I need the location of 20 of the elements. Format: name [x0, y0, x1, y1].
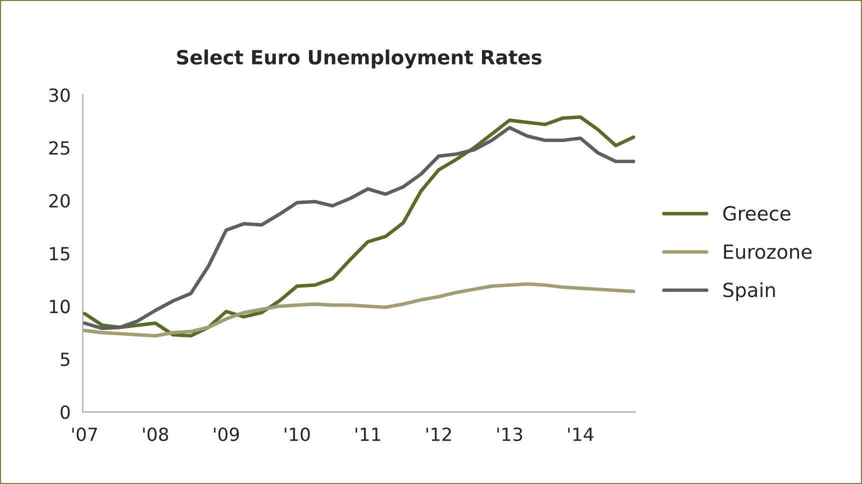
- legend-label: Eurozone: [724, 244, 812, 260]
- y-tick-label: 10: [50, 300, 70, 314]
- line-series: [82, 282, 636, 338]
- x-tick-label: '08: [143, 427, 168, 442]
- x-tick-label: '12: [426, 427, 451, 441]
- x-tick-label: '09: [214, 427, 239, 442]
- y-tick-label: 0: [60, 405, 70, 419]
- x-tick-label: '11: [356, 428, 380, 441]
- x-tick-label: '14: [568, 428, 594, 441]
- y-tick-label: 20: [49, 194, 70, 208]
- y-tick-label: 5: [60, 352, 70, 366]
- y-tick-label: 25: [49, 141, 70, 155]
- x-tick-label: '13: [497, 427, 522, 442]
- y-tick-label: 15: [50, 247, 70, 260]
- chart-title: Select Euro Unemployment Rates: [177, 50, 542, 69]
- x-tick-label: '10: [284, 427, 310, 442]
- legend-label: Spain: [723, 282, 775, 302]
- x-tick-label: '07: [72, 427, 97, 442]
- y-tick-label: 30: [49, 88, 70, 102]
- legend-label: Greece: [723, 206, 790, 221]
